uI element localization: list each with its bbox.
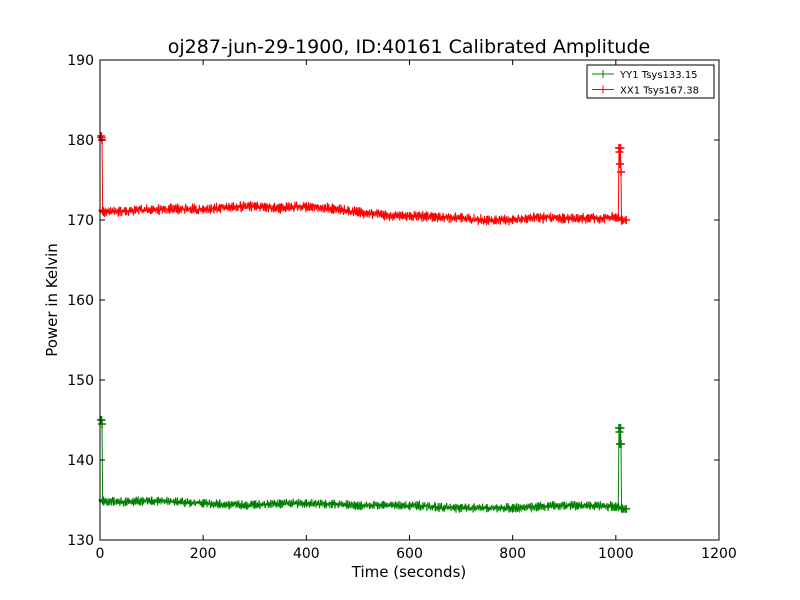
data-point-marker — [121, 207, 130, 216]
data-point-marker — [616, 144, 625, 152]
data-point-marker — [457, 214, 466, 223]
data-point-marker — [302, 202, 311, 211]
data-point-marker — [173, 497, 182, 506]
data-point-marker — [622, 504, 631, 513]
data-point-marker — [147, 496, 156, 505]
y-tick-label: 140 — [67, 453, 94, 469]
data-point-marker — [616, 424, 625, 432]
data-point-marker — [615, 160, 624, 168]
data-point-marker — [482, 504, 491, 512]
data-point-marker — [405, 501, 414, 510]
legend-label: XX1 Tsys167.38 — [620, 86, 699, 97]
data-point-marker — [534, 213, 543, 222]
data-point-marker — [586, 214, 595, 223]
data-point-marker — [508, 216, 517, 224]
data-point-marker — [622, 216, 631, 224]
data-point-marker — [508, 504, 517, 512]
x-tick-label: 600 — [396, 546, 423, 562]
data-point-marker — [615, 428, 624, 436]
data-point-marker — [328, 500, 337, 508]
data-point-marker — [379, 211, 388, 220]
data-point-marker — [353, 208, 362, 216]
data-point-marker — [99, 497, 108, 506]
y-tick-label: 170 — [67, 213, 94, 229]
data-point-marker — [379, 500, 388, 509]
data-point-marker — [482, 216, 491, 224]
data-point-marker — [199, 205, 208, 214]
x-tick-label: 1200 — [701, 546, 737, 562]
data-point-marker — [405, 212, 414, 220]
y-tick-label: 150 — [67, 373, 94, 389]
y-axis-label: Power in Kelvin — [43, 243, 61, 357]
data-point-marker — [250, 500, 259, 509]
y-tick-label: 160 — [67, 293, 94, 309]
series-xx1 — [97, 132, 631, 227]
data-point-marker — [431, 503, 440, 512]
data-point-marker — [224, 500, 233, 509]
x-tick-label: 1000 — [598, 546, 634, 562]
y-tick-label: 130 — [67, 533, 94, 549]
data-point-marker — [616, 440, 625, 448]
data-point-marker — [250, 202, 259, 211]
axis-ticks: 0 200 400 600 800 1000 1200 130 140 150 160 170 180 1… — [67, 53, 737, 562]
data-point-marker — [276, 204, 285, 212]
data-point-marker — [586, 501, 595, 510]
x-axis-label: Time (seconds) — [351, 563, 467, 581]
y-tick-label: 190 — [67, 53, 94, 69]
y-tick-label: 180 — [67, 133, 94, 149]
legend: YY1 Tsys133.15 XX1 Tsys167.38 — [586, 64, 715, 99]
chart-title: oj287-jun-29-1900, ID:40161 Calibrated A… — [168, 36, 650, 58]
plot-area — [97, 132, 631, 514]
data-point-marker — [173, 204, 182, 213]
data-point-marker — [616, 168, 625, 176]
data-point-marker — [302, 499, 311, 508]
data-point-marker — [615, 148, 624, 156]
legend-box — [586, 64, 715, 99]
x-tick-label: 800 — [499, 546, 526, 562]
data-point-marker — [457, 504, 466, 512]
data-point-marker — [353, 501, 362, 510]
data-point-marker — [224, 203, 233, 212]
x-tick-label: 400 — [293, 546, 320, 562]
series-yy1 — [97, 416, 631, 514]
data-point-marker — [431, 212, 440, 221]
data-point-marker — [560, 214, 569, 223]
legend-label: YY1 Tsys133.15 — [619, 70, 698, 81]
x-tick-label: 0 — [96, 546, 105, 562]
data-point-marker — [199, 499, 208, 508]
x-tick-label: 200 — [190, 546, 217, 562]
data-point-marker — [328, 204, 337, 213]
data-point-marker — [276, 500, 285, 508]
plot-frame — [99, 59, 720, 541]
data-point-marker — [98, 420, 107, 428]
data-point-marker — [147, 205, 156, 214]
data-point-marker — [121, 497, 130, 506]
data-point-marker — [99, 208, 108, 216]
data-point-marker — [534, 502, 543, 511]
data-point-marker — [560, 501, 569, 510]
